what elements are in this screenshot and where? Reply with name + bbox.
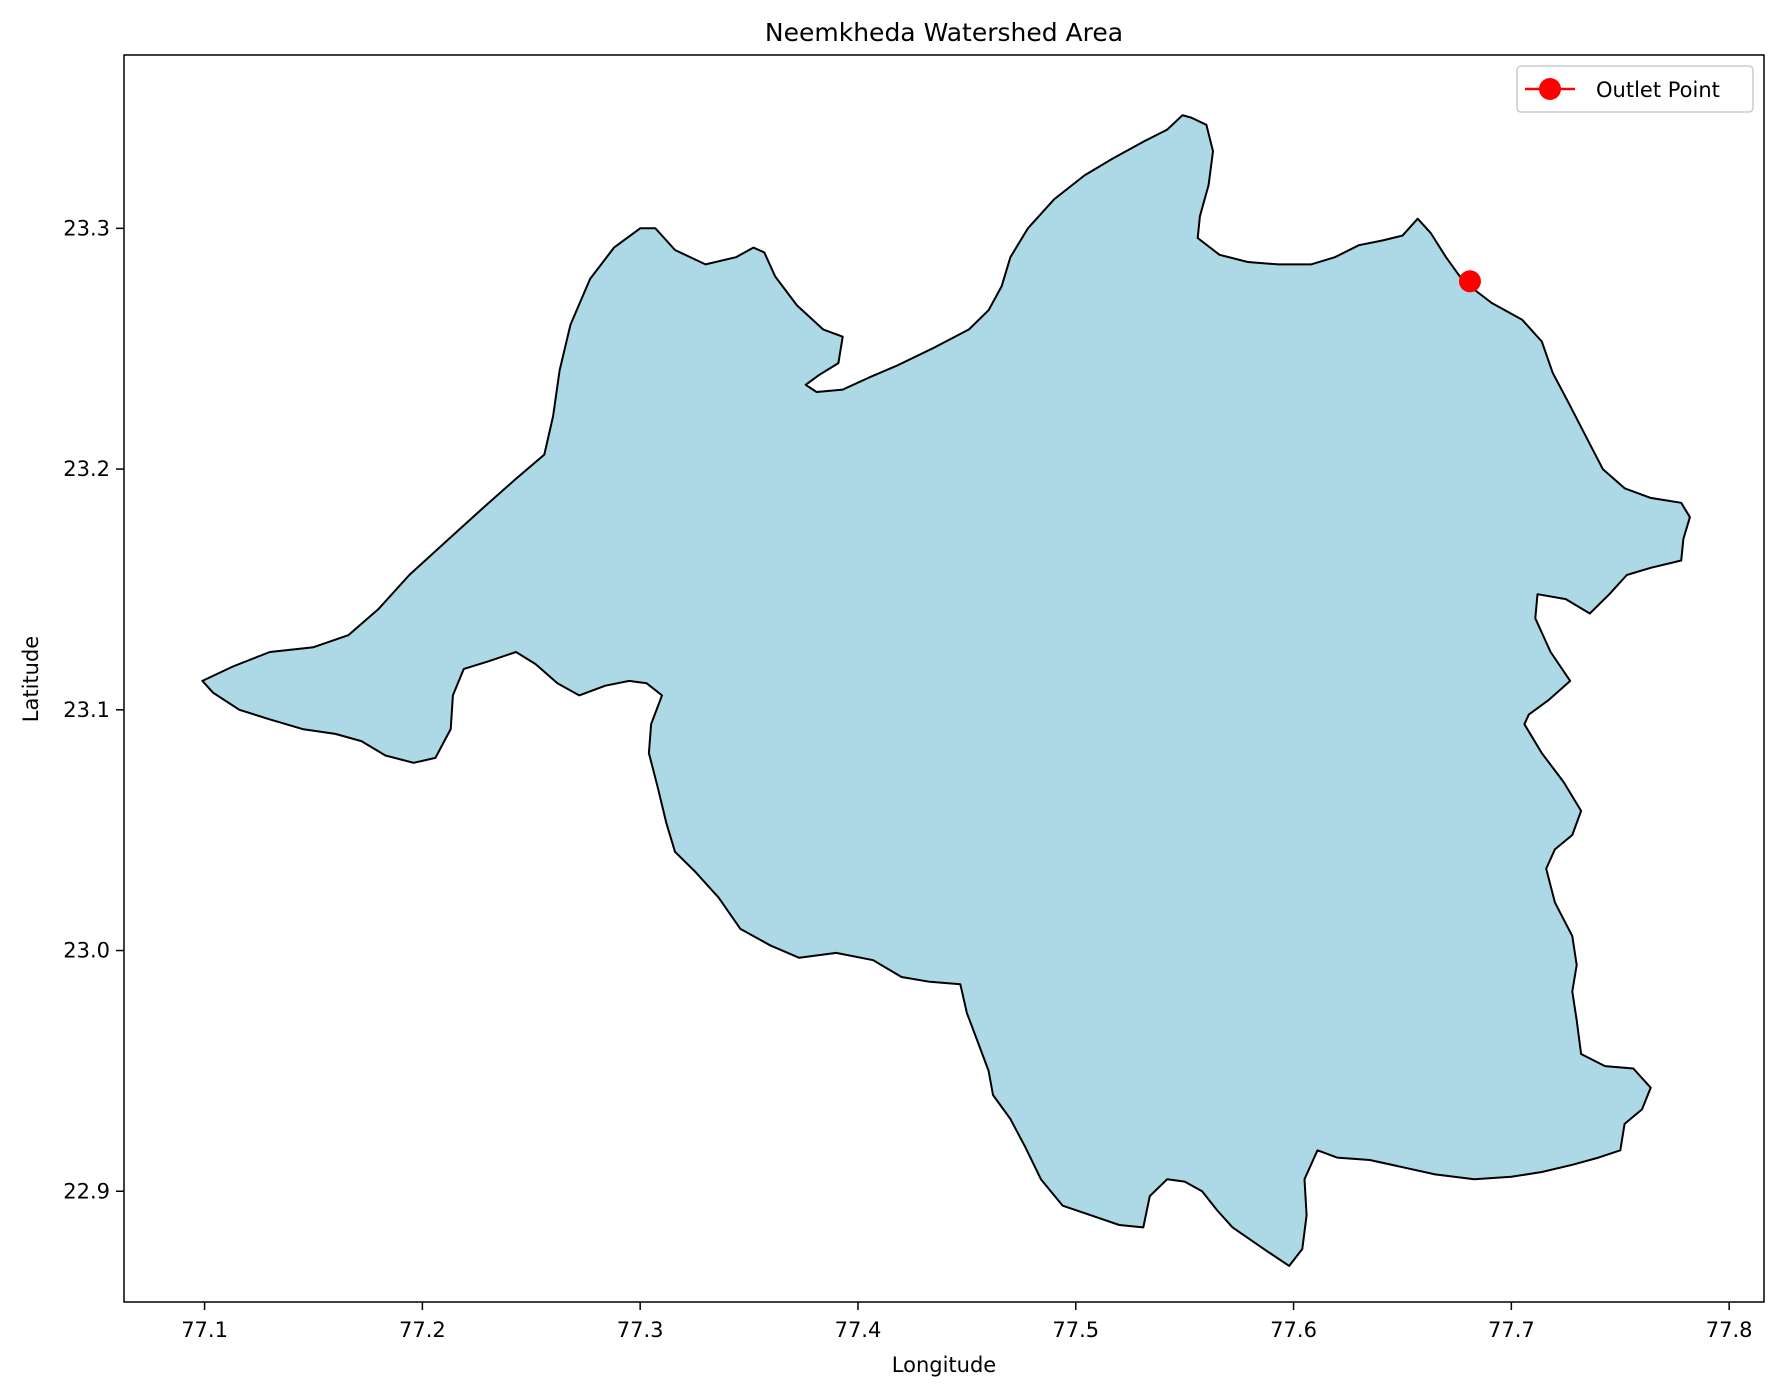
x-tick-label: 77.2 [399, 1318, 446, 1342]
map-layer [201, 114, 1691, 1267]
legend-outlet-marker [1539, 78, 1561, 100]
y-axis-label: Latitude [19, 636, 43, 722]
outlet-point-marker[interactable] [1458, 270, 1481, 293]
x-tick-label: 77.6 [1270, 1318, 1317, 1342]
plot-frame [123, 54, 1765, 1303]
y-tick-label: 23.2 [63, 457, 110, 481]
x-tick-label: 77.1 [181, 1318, 228, 1342]
outlet-layer [1458, 270, 1481, 293]
legend: Outlet Point [1516, 65, 1754, 113]
legend-box [1516, 65, 1754, 113]
x-tick-label: 77.5 [1052, 1318, 1099, 1342]
y-tick-label: 23.0 [63, 939, 110, 963]
chart-title: Neemkheda Watershed Area [765, 18, 1123, 47]
watershed-polygon[interactable] [201, 114, 1691, 1267]
x-tick-label: 77.3 [617, 1318, 664, 1342]
y-axis-ticks: 22.9 23.0 23.1 23.2 23.3 [63, 216, 124, 1203]
x-tick-label: 77.4 [835, 1318, 882, 1342]
y-tick-label: 23.3 [63, 216, 110, 240]
x-tick-label: 77.8 [1706, 1318, 1753, 1342]
x-tick-label: 77.7 [1488, 1318, 1535, 1342]
x-axis-label: Longitude [892, 1353, 996, 1377]
y-tick-label: 22.9 [63, 1179, 110, 1203]
legend-outlet-label: Outlet Point [1596, 78, 1720, 102]
x-axis-ticks: 77.1 77.2 77.3 77.4 77.5 77.6 77.7 77.8 [181, 1302, 1753, 1342]
y-tick-label: 23.1 [63, 698, 110, 722]
